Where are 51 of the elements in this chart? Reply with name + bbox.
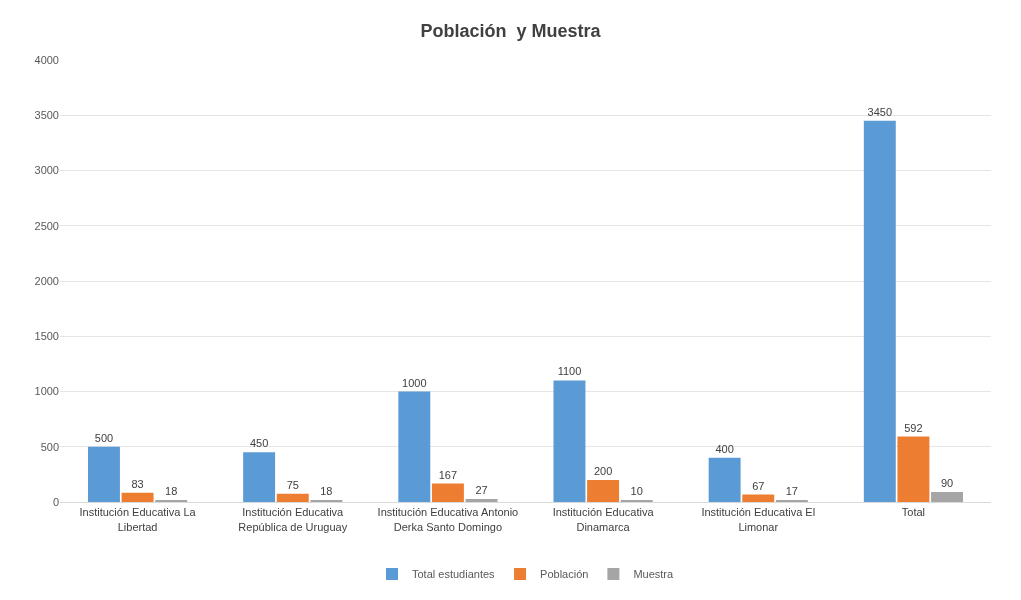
bar (863, 120, 896, 502)
x-tick-label: Institución Educativa La Libertad (79, 506, 197, 533)
data-label: 83 (131, 477, 144, 490)
chart-title: Población y Muestra (420, 20, 602, 41)
legend-label: Total estudiantes (412, 568, 496, 581)
legend-label: Población (540, 568, 589, 581)
y-tick-label: 500 (40, 440, 59, 453)
y-tick-label: 2500 (34, 219, 59, 232)
data-label: 67 (752, 479, 765, 492)
bar (742, 494, 775, 502)
x-tick-label: Institución Educativa Dinamarca (552, 506, 655, 533)
x-tick-label: Institución Educativa República de Uruguay (238, 506, 348, 533)
bar (121, 492, 154, 502)
data-label: 18 (320, 485, 333, 497)
y-tick-label: 0 (52, 495, 59, 508)
data-label: 10 (630, 485, 643, 497)
y-tick-label: 4000 (34, 53, 59, 66)
bar (897, 436, 930, 502)
bar (243, 452, 276, 502)
data-label: 17 (785, 485, 798, 497)
data-label: 1100 (557, 365, 582, 378)
bar (708, 457, 741, 502)
data-label: 592 (904, 421, 923, 434)
y-tick-label: 1000 (34, 385, 59, 398)
y-tick-label: 3500 (34, 109, 59, 122)
data-label: 400 (715, 442, 734, 455)
x-tick-label: Total (901, 506, 926, 519)
bar (553, 380, 586, 502)
bar (87, 446, 120, 502)
y-tick-label: 1500 (34, 330, 59, 343)
data-label: 75 (286, 478, 299, 491)
data-label: 3450 (867, 105, 893, 118)
data-label: 27 (475, 484, 488, 497)
y-tick-label: 2000 (34, 274, 59, 287)
data-label: 18 (165, 485, 178, 497)
y-tick-label: 3000 (34, 164, 59, 177)
bar (931, 492, 964, 502)
data-label: 200 (593, 464, 613, 477)
x-tick-label: Institución Educativa Antonio Derka Santo Domingo (377, 506, 519, 533)
data-label: 450 (249, 437, 269, 450)
bar (431, 483, 464, 502)
bar (276, 493, 309, 502)
data-label: 1000 (402, 376, 427, 389)
x-tick-label: Institución Educativa El Limonar (701, 506, 816, 533)
bar (398, 391, 431, 502)
data-label: 167 (438, 468, 458, 481)
data-label: 500 (94, 431, 114, 444)
legend-label: Muestra (633, 568, 674, 581)
bar (587, 479, 620, 502)
bar (465, 499, 498, 502)
data-label: 90 (940, 477, 954, 490)
